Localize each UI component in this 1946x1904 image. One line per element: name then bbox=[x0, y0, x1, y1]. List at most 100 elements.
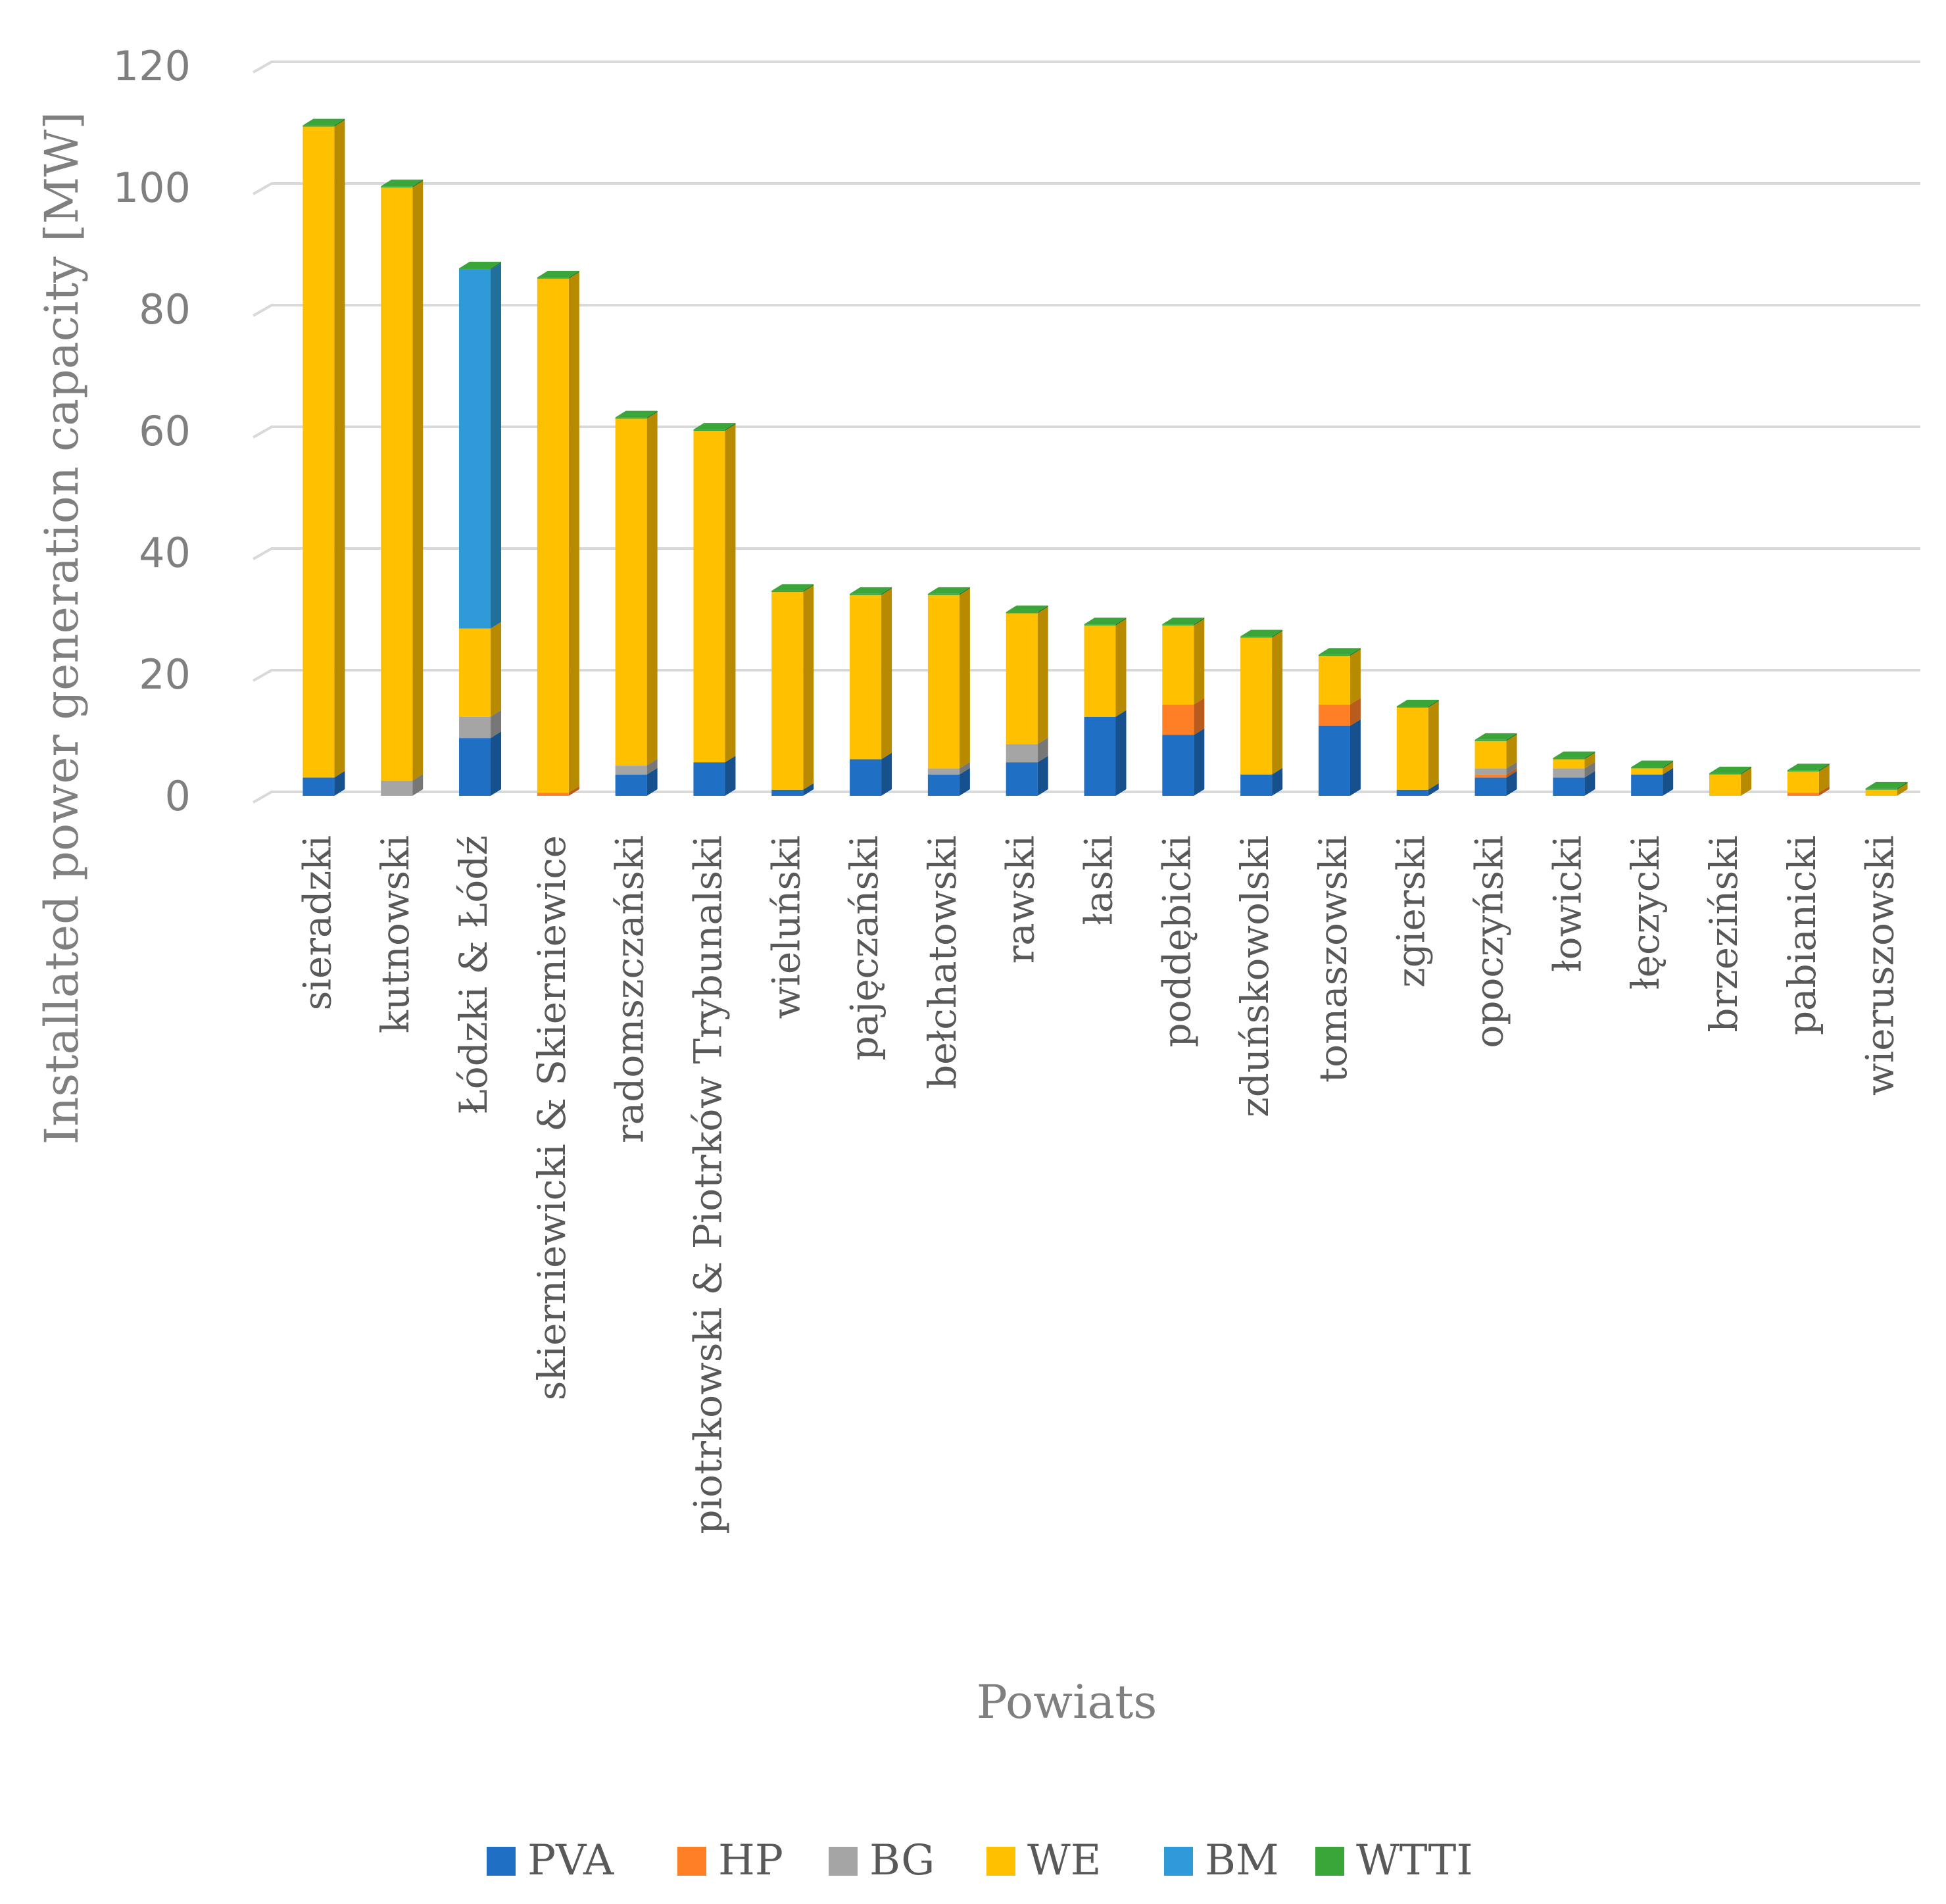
bar-side bbox=[725, 424, 736, 763]
bar-side bbox=[1272, 631, 1283, 775]
bar-segment-pva bbox=[1240, 768, 1283, 796]
bar-stack bbox=[615, 410, 658, 796]
bar-face bbox=[615, 765, 647, 775]
bar-side bbox=[1818, 786, 1830, 796]
bar-face bbox=[771, 591, 804, 593]
bar-face bbox=[459, 268, 491, 270]
y-tick-label: 120 bbox=[113, 42, 191, 90]
category-label: Łódzki & Łódź bbox=[451, 835, 496, 1115]
bar-face bbox=[1318, 656, 1350, 705]
bar-face bbox=[1631, 774, 1663, 796]
bar-face bbox=[1553, 758, 1585, 760]
bar-face bbox=[850, 593, 882, 595]
bar-side bbox=[1350, 649, 1361, 705]
bar-side bbox=[881, 752, 892, 796]
bar-side bbox=[1818, 764, 1830, 771]
bar-face bbox=[1084, 624, 1116, 625]
bar-segment-wtti bbox=[1631, 760, 1674, 769]
legend-item-wtti: WTTI bbox=[1315, 1836, 1473, 1885]
bar-face bbox=[1240, 637, 1273, 775]
bar-top bbox=[1240, 629, 1283, 637]
category-label: łęczycki bbox=[1623, 835, 1668, 990]
bar-segment-wtti bbox=[1240, 629, 1283, 638]
bar-side bbox=[881, 587, 892, 595]
bar-side bbox=[334, 118, 345, 127]
legend-swatch bbox=[1315, 1847, 1344, 1876]
bar-segment-pva bbox=[1318, 719, 1361, 796]
legend-item-we: WE bbox=[986, 1836, 1102, 1885]
bar-face bbox=[850, 759, 882, 796]
bar-stack bbox=[1318, 648, 1361, 796]
bar-side bbox=[1037, 606, 1048, 745]
bar-side bbox=[1272, 629, 1283, 638]
bar-face bbox=[1162, 624, 1194, 625]
bar-top bbox=[303, 118, 345, 126]
bar-side bbox=[1506, 771, 1517, 796]
category-label: bełchatowski bbox=[920, 835, 965, 1089]
bar-face bbox=[615, 774, 647, 796]
bar-side bbox=[1584, 751, 1595, 760]
bar-side bbox=[412, 180, 424, 187]
bar-stack bbox=[927, 587, 970, 796]
bar-top bbox=[1162, 618, 1205, 625]
bar-face bbox=[1631, 767, 1663, 769]
bar-side bbox=[334, 120, 345, 778]
bar-stack bbox=[1162, 618, 1205, 796]
y-tick-label: 80 bbox=[139, 285, 191, 333]
bar-stack bbox=[1396, 700, 1439, 796]
bar-segment-wtti bbox=[1162, 618, 1205, 625]
bar-segment-we bbox=[1865, 783, 1908, 796]
bar-segment-wtti bbox=[1318, 648, 1361, 656]
bar-face bbox=[1553, 768, 1585, 778]
bar-face bbox=[303, 777, 335, 796]
category-label: łaski bbox=[1077, 835, 1121, 925]
bar-face bbox=[1318, 654, 1350, 656]
bar-segment-pva bbox=[459, 731, 502, 796]
legend-swatch bbox=[1164, 1847, 1193, 1876]
bar-segment-we bbox=[693, 424, 736, 763]
bar-segment-wtti bbox=[381, 180, 424, 187]
bar-stack bbox=[459, 262, 502, 796]
bar-segment-wtti bbox=[1006, 605, 1048, 614]
bar-segment-wtti bbox=[303, 118, 345, 127]
bar-segment-we bbox=[1006, 606, 1048, 745]
bar-side bbox=[1584, 771, 1595, 796]
bar-segment-we bbox=[1631, 762, 1674, 775]
bar-side bbox=[1115, 619, 1127, 717]
y-tick-label: 0 bbox=[165, 772, 191, 820]
bar-face bbox=[1787, 771, 1819, 793]
bar-side bbox=[1037, 737, 1048, 763]
bar-face bbox=[1787, 770, 1819, 771]
bar-face bbox=[1474, 739, 1507, 741]
bar-side bbox=[1663, 760, 1674, 769]
y-tick-labels: 0 20 40 60 80 100 120 bbox=[113, 42, 191, 820]
bar-side bbox=[1584, 752, 1595, 769]
bar-segment-wtti bbox=[459, 262, 502, 270]
bar-segment-pva bbox=[1084, 710, 1127, 796]
bar-top bbox=[615, 410, 658, 418]
bars bbox=[303, 118, 1908, 796]
bar-side bbox=[1663, 762, 1674, 775]
bar-side bbox=[568, 786, 579, 796]
bar-side bbox=[1350, 648, 1361, 656]
bar-face bbox=[927, 774, 960, 796]
bar-top bbox=[1865, 781, 1908, 789]
bar-stack bbox=[771, 584, 814, 796]
gridlines bbox=[253, 61, 1920, 804]
bar-top bbox=[693, 423, 736, 430]
bar-top bbox=[850, 587, 892, 594]
bar-face bbox=[381, 187, 413, 781]
bar-face bbox=[537, 277, 569, 279]
bar-segment-wtti bbox=[927, 587, 970, 595]
bar-segment-wtti bbox=[1396, 700, 1439, 708]
bar-stack bbox=[303, 118, 345, 796]
bar-segment-pva bbox=[850, 752, 892, 796]
bar-segment-pva bbox=[1006, 756, 1048, 796]
bar-segment-we bbox=[927, 588, 970, 769]
bar-side bbox=[491, 622, 502, 717]
bar-top bbox=[459, 262, 502, 269]
bar-face bbox=[615, 417, 647, 419]
y-tick-label: 60 bbox=[139, 407, 191, 455]
bar-segment-bg bbox=[927, 762, 970, 775]
bar-segment-we bbox=[1318, 649, 1361, 705]
